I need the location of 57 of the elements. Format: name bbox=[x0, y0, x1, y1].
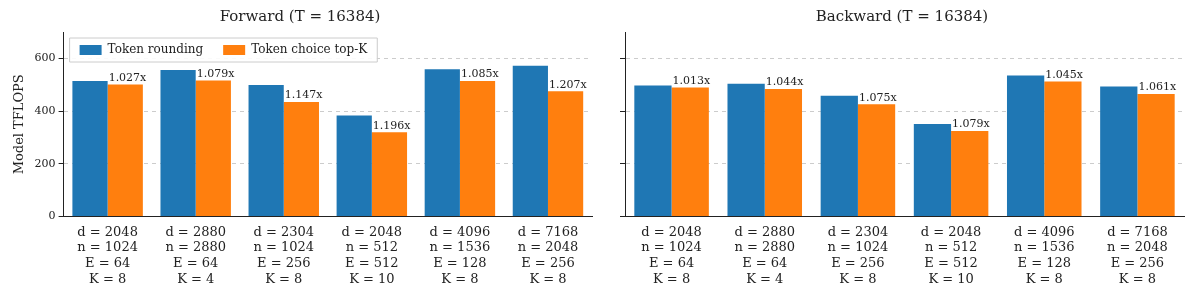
x-tick-label: d = 2880 n = 2880 E = 64 K = 4 bbox=[165, 223, 227, 286]
x-tick-label: d = 2304 n = 1024 E = 256 K = 8 bbox=[827, 223, 889, 286]
bar bbox=[195, 80, 231, 217]
x-tick-label: d = 2048 n = 1024 E = 64 K = 8 bbox=[641, 223, 702, 286]
annotation: 1.196x bbox=[372, 118, 412, 132]
annotation: 1.079x bbox=[952, 117, 991, 131]
x-tick-label: d = 2048 n = 512 E = 512 K = 10 bbox=[920, 223, 982, 286]
x-tick-label: d = 2880 n = 2880 E = 64 K = 4 bbox=[734, 223, 796, 286]
x-tick-label: d = 2048 n = 1024 E = 64 K = 8 bbox=[77, 223, 138, 286]
bar bbox=[160, 69, 196, 217]
bar bbox=[283, 101, 319, 217]
x-tick-label: d = 2304 n = 1024 E = 256 K = 8 bbox=[253, 223, 315, 286]
annotation: 1.045x bbox=[1045, 67, 1084, 81]
annotation: 1.075x bbox=[858, 90, 898, 104]
y-axis-title: Model TFLOPS bbox=[11, 74, 27, 175]
bar bbox=[634, 85, 672, 217]
bar bbox=[424, 69, 460, 217]
legend-label: Token rounding bbox=[107, 42, 204, 57]
x-tick-label: d = 7168 n = 2048 E = 256 K = 8 bbox=[517, 223, 579, 286]
y-tick-label: 600 bbox=[34, 51, 56, 65]
annotation: 1.013x bbox=[672, 73, 712, 87]
bar bbox=[1137, 93, 1175, 217]
x-tick-label: d = 4096 n = 1536 E = 128 K = 8 bbox=[1013, 223, 1075, 286]
bar bbox=[547, 91, 584, 217]
annotation: 1.061x bbox=[1138, 80, 1177, 94]
y-tick-label: 0 bbox=[48, 209, 56, 223]
chart-title: Backward (T = 16384) bbox=[815, 6, 989, 25]
bar bbox=[459, 81, 496, 217]
annotation: 1.207x bbox=[548, 77, 588, 91]
bar bbox=[72, 81, 108, 217]
bar bbox=[1100, 86, 1138, 217]
bar bbox=[512, 65, 548, 217]
bar bbox=[727, 83, 765, 217]
bar bbox=[913, 124, 952, 217]
chart-title: Forward (T = 16384) bbox=[219, 6, 381, 25]
bar bbox=[764, 88, 803, 217]
bar bbox=[371, 132, 408, 217]
annotation: 1.027x bbox=[108, 70, 148, 84]
annotation: 1.079x bbox=[196, 66, 236, 80]
bar bbox=[1006, 75, 1045, 217]
bar bbox=[951, 130, 989, 217]
bar bbox=[820, 95, 858, 217]
x-tick-label: d = 4096 n = 1536 E = 128 K = 8 bbox=[429, 223, 491, 286]
annotation: 1.044x bbox=[765, 75, 805, 89]
y-tick-label: 400 bbox=[34, 103, 56, 117]
bar bbox=[857, 104, 896, 217]
annotation: 1.085x bbox=[460, 67, 500, 81]
legend-label: Token choice top-K bbox=[251, 42, 369, 57]
bar bbox=[248, 85, 284, 217]
bar bbox=[1044, 81, 1082, 217]
x-tick-label: d = 2048 n = 512 E = 512 K = 10 bbox=[341, 223, 403, 286]
x-tick-label: d = 7168 n = 2048 E = 256 K = 8 bbox=[1107, 223, 1168, 286]
bar bbox=[336, 115, 372, 217]
annotation: 1.147x bbox=[284, 88, 324, 102]
bar bbox=[671, 87, 709, 217]
bar bbox=[107, 84, 143, 217]
y-tick-label: 200 bbox=[34, 156, 56, 170]
